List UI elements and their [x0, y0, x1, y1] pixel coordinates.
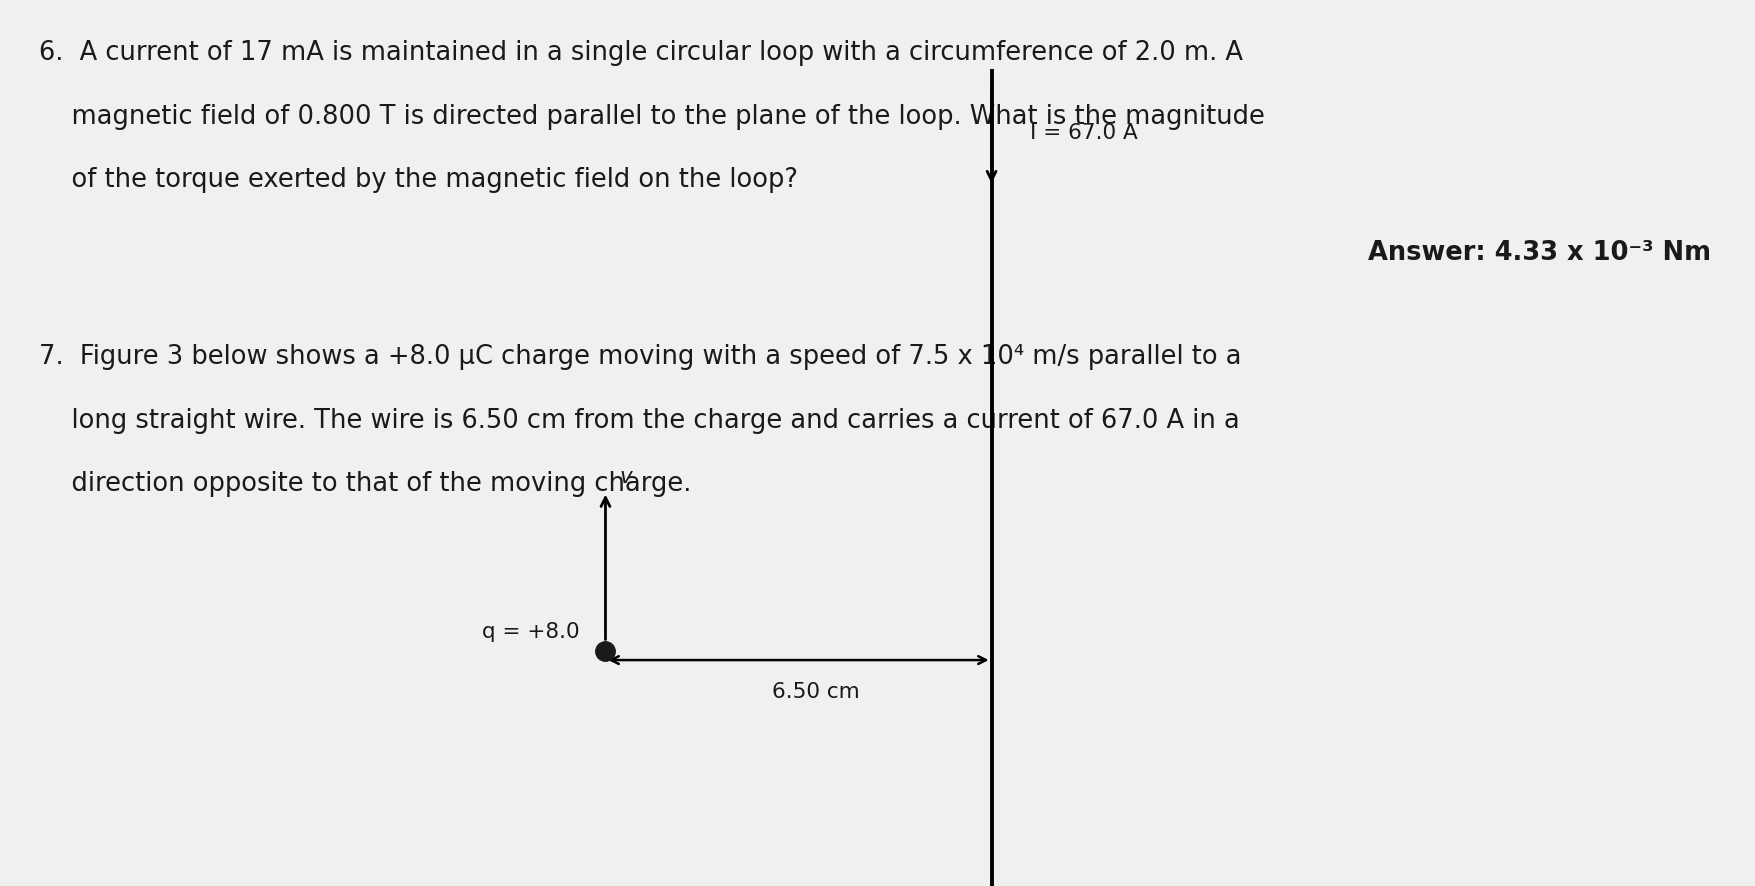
- Text: Answer: 4.33 x 10⁻³ Nm: Answer: 4.33 x 10⁻³ Nm: [1369, 240, 1711, 266]
- Text: 7.  Figure 3 below shows a +8.0 μC charge moving with a speed of 7.5 x 10⁴ m/s p: 7. Figure 3 below shows a +8.0 μC charge…: [39, 344, 1241, 369]
- Text: direction opposite to that of the moving charge.: direction opposite to that of the moving…: [39, 471, 691, 497]
- Text: magnetic field of 0.800 T is directed parallel to the plane of the loop. What is: magnetic field of 0.800 T is directed pa…: [39, 104, 1265, 129]
- Text: 6.  A current of 17 mA is maintained in a single circular loop with a circumfere: 6. A current of 17 mA is maintained in a…: [39, 40, 1243, 66]
- Text: 6.50 cm: 6.50 cm: [772, 682, 860, 703]
- Text: v: v: [620, 467, 632, 487]
- Text: long straight wire. The wire is 6.50 cm from the charge and carries a current of: long straight wire. The wire is 6.50 cm …: [39, 408, 1239, 433]
- Text: I = 67.0 A: I = 67.0 A: [1030, 123, 1137, 143]
- Text: q = +8.0: q = +8.0: [481, 622, 579, 642]
- Text: of the torque exerted by the magnetic field on the loop?: of the torque exerted by the magnetic fi…: [39, 167, 797, 193]
